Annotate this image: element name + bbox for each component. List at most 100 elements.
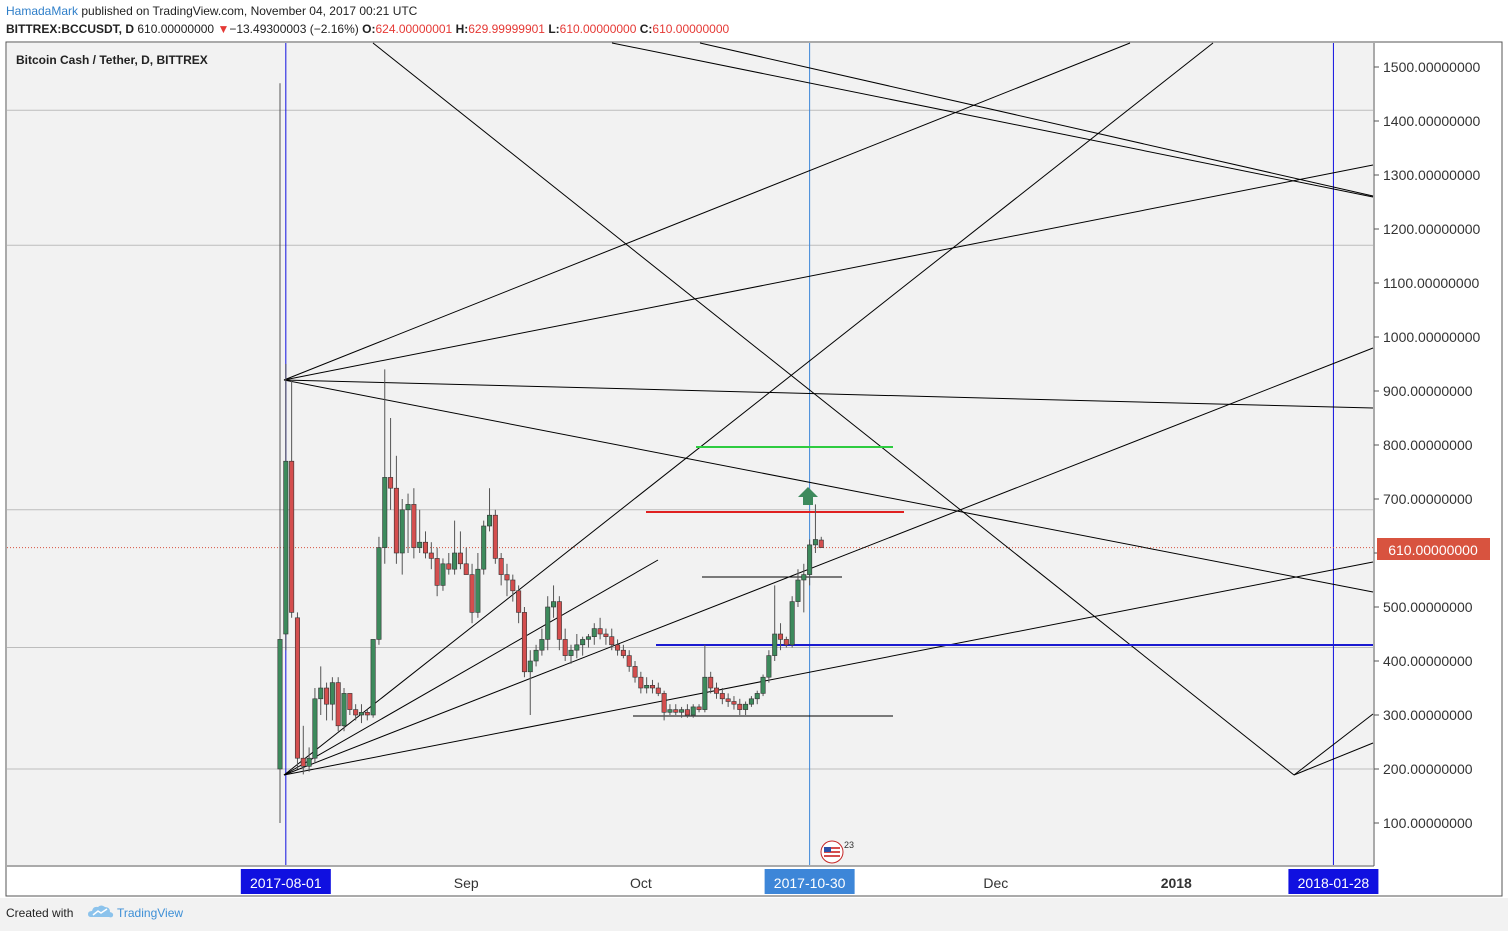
candle-body xyxy=(475,568,481,613)
time-tick-label: 2018-01-28 xyxy=(1298,875,1370,891)
trend-line xyxy=(283,561,1374,776)
candle-body xyxy=(364,711,370,716)
candle-body xyxy=(702,676,708,710)
time-tick-label: Dec xyxy=(983,875,1008,891)
trend-line xyxy=(1293,742,1374,776)
candle-body xyxy=(393,487,399,554)
candle-body xyxy=(516,590,522,613)
trend-line xyxy=(283,347,1374,776)
author-link[interactable]: HamadaMark xyxy=(6,4,79,18)
symbol-ohlc-line: BITTREX:BCCUSDT, D 610.00000000 ▼−13.493… xyxy=(6,22,729,36)
last-price-label: 610.00000000 xyxy=(1388,542,1478,558)
candle-body xyxy=(469,574,475,613)
candle-body xyxy=(807,544,813,575)
candle-body xyxy=(731,701,737,705)
candle-body xyxy=(492,514,498,559)
candle-body xyxy=(399,509,405,554)
candle-body xyxy=(545,606,551,640)
publish-info: HamadaMark published on TradingView.com,… xyxy=(6,4,417,18)
trend-line xyxy=(283,379,1374,593)
candle-body xyxy=(743,703,749,710)
candle-body xyxy=(289,460,295,613)
open-value: 624.00000001 xyxy=(375,22,453,36)
candle-body xyxy=(283,460,289,635)
price-tick-label: 1000.00000000 xyxy=(1383,329,1481,345)
candle-body xyxy=(585,636,591,640)
candle-body xyxy=(597,628,603,635)
candle-body xyxy=(434,558,440,586)
close-label: C: xyxy=(639,22,653,36)
candle-body xyxy=(638,676,644,689)
candle-body xyxy=(335,682,341,727)
candle-body xyxy=(422,541,428,554)
plot-area[interactable] xyxy=(7,43,1373,865)
price-change: −13.49300003 (−2.16%) xyxy=(229,22,359,36)
price-tick-label: 1400.00000000 xyxy=(1383,113,1481,129)
candle-body xyxy=(772,633,778,656)
candle-body xyxy=(294,617,300,759)
us-flag-event-icon[interactable]: 23 xyxy=(820,840,854,864)
candle-body xyxy=(521,612,527,673)
time-highlight-bg xyxy=(764,869,855,894)
candle-body xyxy=(463,563,469,575)
price-chart[interactable]: Bitcoin Cash / Tether, D, BITTREX 100.00… xyxy=(0,0,1508,898)
candle-body xyxy=(632,666,638,678)
candle-body xyxy=(737,703,743,710)
price-tick-label: 1100.00000000 xyxy=(1383,275,1479,291)
candle-body xyxy=(603,633,609,638)
price-axis[interactable]: 100.00000000 200.00000000 300.00000000 400.… xyxy=(1374,59,1481,831)
time-highlight-bg xyxy=(1288,869,1379,894)
candle-body xyxy=(649,684,655,689)
price-tick-label: 900.00000000 xyxy=(1383,383,1473,399)
high-label: H: xyxy=(455,22,469,36)
price-tick-label: 800.00000000 xyxy=(1383,437,1473,453)
candle-body xyxy=(324,687,330,705)
candle-body xyxy=(708,676,714,689)
tradingview-link[interactable]: TradingView xyxy=(117,906,184,920)
candle-body xyxy=(818,539,824,548)
candle-body xyxy=(358,711,364,716)
candle-body xyxy=(684,709,690,716)
candle-body xyxy=(655,687,661,694)
candle-body xyxy=(615,644,621,651)
candle-body xyxy=(789,601,795,646)
price-tick-label: 1500.00000000 xyxy=(1383,59,1481,75)
price-tick-label: 300.00000000 xyxy=(1383,707,1473,723)
time-tick-label: Sep xyxy=(454,875,479,891)
candle-body xyxy=(620,649,626,656)
candle-body xyxy=(353,709,359,716)
trend-line xyxy=(699,42,1374,197)
candle-body xyxy=(527,660,533,673)
chart-header: HamadaMark published on TradingView.com,… xyxy=(0,0,1508,42)
tradingview-cloud-icon[interactable] xyxy=(88,904,114,920)
candle-body xyxy=(347,693,353,710)
last-price-marker: 610.00000000 xyxy=(1377,538,1490,560)
price-tick-label: 1300.00000000 xyxy=(1383,167,1481,183)
candle-body xyxy=(644,684,650,689)
candle-body xyxy=(754,693,760,700)
candle-body xyxy=(667,709,673,713)
candle-body xyxy=(562,639,568,656)
price-tick-label: 500.00000000 xyxy=(1383,599,1473,615)
candle-body xyxy=(504,574,510,581)
candle-body xyxy=(801,574,807,581)
time-axis[interactable]: 2017-08-01 Sep Oct 2017-10-30 Dec 2018 2018-01… xyxy=(240,869,1379,894)
candle-body xyxy=(277,639,283,770)
candle-body xyxy=(580,639,586,646)
candle-body xyxy=(329,682,335,705)
candle-body xyxy=(760,676,766,694)
candle-body xyxy=(428,552,434,559)
candle-body xyxy=(533,649,539,662)
time-tick-label: Oct xyxy=(630,875,652,891)
up-arrow-icon xyxy=(798,487,818,505)
trend-line xyxy=(283,42,1214,776)
footer: Created with TradingView xyxy=(0,898,1508,931)
event-count-badge: 23 xyxy=(844,840,854,850)
low-value: 610.00000000 xyxy=(559,22,637,36)
price-tick-label: 1200.00000000 xyxy=(1383,221,1481,237)
candle-body xyxy=(318,687,324,700)
time-tick-label: 2018 xyxy=(1161,875,1192,891)
candle-body xyxy=(382,477,388,548)
candle-body xyxy=(487,514,493,527)
candle-body xyxy=(452,552,458,570)
